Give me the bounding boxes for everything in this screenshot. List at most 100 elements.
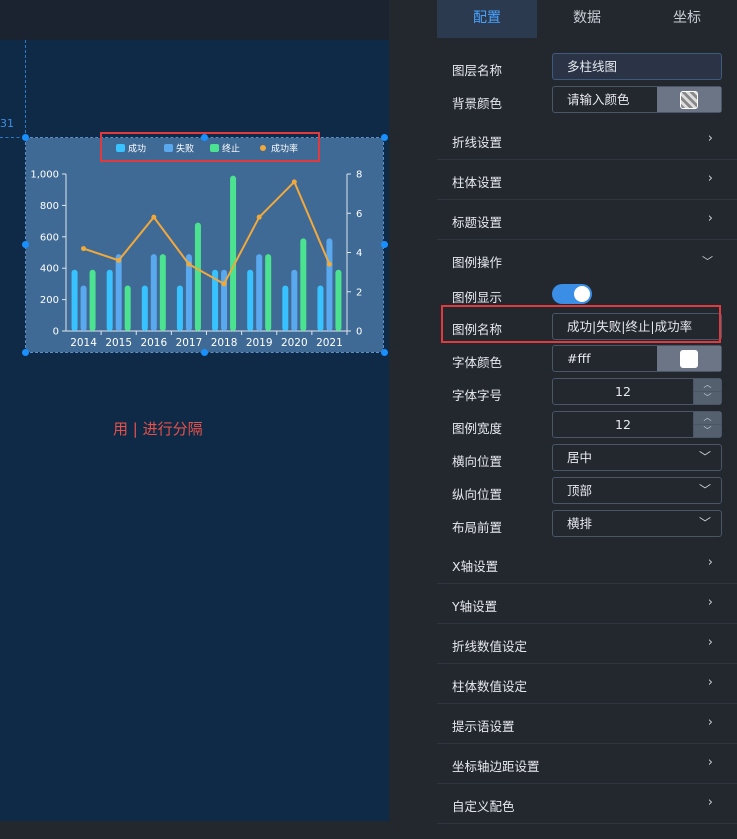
x-tick-label: 2018 bbox=[211, 337, 238, 349]
section-bar-settings[interactable]: 柱体设置 › bbox=[437, 160, 737, 200]
section-title-settings[interactable]: 标题设置 › bbox=[437, 200, 737, 240]
font-size-value: 12 bbox=[615, 384, 631, 399]
legend-name-label: 图例名称 bbox=[452, 322, 503, 337]
x-tick-label: 2021 bbox=[316, 337, 343, 349]
bar-失败-2020 bbox=[291, 269, 298, 331]
bar-成功-2016 bbox=[141, 285, 148, 331]
chevron-right-icon: › bbox=[707, 595, 713, 610]
y-right-tick-label: 0 bbox=[356, 327, 362, 338]
section-tooltip[interactable]: 提示语设置 › bbox=[437, 704, 737, 744]
resize-handle-bottom-right[interactable] bbox=[381, 349, 388, 356]
legend-name-input[interactable]: 成功|失败|终止|成功率 bbox=[552, 313, 722, 340]
section-custom-colors[interactable]: 自定义配色 › bbox=[437, 784, 737, 824]
layout-label: 布局前置 bbox=[452, 520, 503, 535]
bar-失败-2021 bbox=[326, 238, 333, 331]
section-line-settings[interactable]: 折线设置 › bbox=[437, 120, 737, 160]
section-y-axis[interactable]: Y轴设置 › bbox=[437, 584, 737, 624]
h-position-select[interactable]: 居中 ﹀ bbox=[552, 444, 722, 471]
layer-name-label: 图层名称 bbox=[452, 63, 503, 78]
font-size-input[interactable]: 12 ︿ ﹀ bbox=[552, 378, 722, 405]
resize-handle-right[interactable] bbox=[381, 241, 388, 248]
bar-终止-2015 bbox=[124, 285, 131, 331]
bar-失败-2017 bbox=[185, 254, 192, 331]
section-axis-margin[interactable]: 坐标轴边距设置 › bbox=[437, 744, 737, 784]
legend-marker-成功率 bbox=[260, 145, 266, 151]
layout-select[interactable]: 横排 ﹀ bbox=[552, 510, 722, 537]
legend-show-toggle[interactable] bbox=[552, 284, 592, 304]
resize-handle-top-left[interactable] bbox=[22, 134, 29, 141]
point-成功率-2018 bbox=[221, 281, 227, 287]
y-left-tick-label: 200 bbox=[40, 295, 59, 306]
bar-终止-2016 bbox=[159, 254, 166, 331]
toggle-knob bbox=[574, 286, 590, 302]
bar-成功-2014 bbox=[71, 269, 78, 331]
legend-width-input[interactable]: 12 ︿ ﹀ bbox=[552, 411, 722, 438]
stepper-up-icon[interactable]: ︿ bbox=[694, 412, 721, 425]
bar-终止-2019 bbox=[265, 254, 272, 331]
tab-config[interactable]: 配置 bbox=[437, 0, 537, 38]
font-color-picker[interactable] bbox=[657, 346, 721, 371]
point-成功率-2019 bbox=[256, 214, 262, 220]
resize-handle-bottom[interactable] bbox=[201, 349, 208, 356]
bar-终止-2021 bbox=[335, 269, 342, 331]
resize-handle-top-right[interactable] bbox=[381, 134, 388, 141]
point-成功率-2020 bbox=[291, 179, 297, 185]
section-label: 标题设置 bbox=[452, 215, 503, 230]
y-right-tick-label: 2 bbox=[356, 287, 362, 298]
legend-width-value: 12 bbox=[615, 417, 631, 432]
font-color-label: 字体颜色 bbox=[452, 355, 503, 370]
h-position-value: 居中 bbox=[567, 450, 593, 465]
x-tick-label: 2014 bbox=[70, 337, 97, 349]
section-legend-ops[interactable]: 图例操作 ﹀ bbox=[437, 240, 737, 280]
x-tick-label: 2019 bbox=[246, 337, 273, 349]
legend-width-stepper[interactable]: ︿ ﹀ bbox=[693, 412, 721, 437]
h-position-label: 横向位置 bbox=[452, 454, 503, 469]
stepper-down-icon[interactable]: ﹀ bbox=[703, 393, 712, 402]
chevron-down-icon: ﹀ bbox=[702, 255, 713, 268]
guide-line-horizontal bbox=[0, 137, 25, 138]
font-color-value: #fff bbox=[567, 351, 591, 366]
v-position-value: 顶部 bbox=[567, 483, 593, 498]
y-left-tick-label: 1,000 bbox=[30, 170, 59, 181]
white-swatch-icon bbox=[680, 349, 698, 368]
v-position-select[interactable]: 顶部 ﹀ bbox=[552, 477, 722, 504]
bar-成功-2021 bbox=[317, 285, 324, 331]
point-成功率-2014 bbox=[81, 246, 87, 252]
bar-终止-2017 bbox=[194, 222, 201, 331]
resize-handle-bottom-left[interactable] bbox=[22, 349, 29, 356]
section-label: 柱体设置 bbox=[452, 175, 503, 190]
legend-marker-终止 bbox=[210, 144, 219, 152]
chevron-right-icon: › bbox=[707, 635, 713, 650]
chevron-right-icon: › bbox=[707, 755, 713, 770]
bar-成功-2019 bbox=[247, 269, 254, 331]
legend-marker-成功 bbox=[116, 144, 125, 152]
layout-value: 横排 bbox=[567, 516, 593, 531]
bar-终止-2020 bbox=[300, 238, 307, 331]
point-成功率-2016 bbox=[151, 214, 157, 220]
layer-name-input[interactable]: 多柱线图 bbox=[552, 53, 722, 80]
bg-color-label: 背景颜色 bbox=[452, 96, 503, 111]
tab-data[interactable]: 数据 bbox=[537, 0, 637, 38]
design-canvas[interactable]: 31 0 200 400 600 800 1,000 0 2 4 6 8 2014 2015 2016 20… bbox=[0, 40, 389, 821]
guide-line-vertical bbox=[25, 40, 26, 138]
resize-handle-left[interactable] bbox=[22, 241, 29, 248]
section-bar-values[interactable]: 柱体数值设定 › bbox=[437, 664, 737, 704]
x-tick-label: 2016 bbox=[140, 337, 167, 349]
resize-handle-top[interactable] bbox=[201, 134, 208, 141]
section-label: 提示语设置 bbox=[452, 719, 515, 734]
legend-label-成功率: 成功率 bbox=[271, 143, 298, 155]
font-size-stepper[interactable]: ︿ ﹀ bbox=[693, 379, 721, 404]
y-right-tick-label: 6 bbox=[356, 209, 362, 220]
chart-component[interactable]: 0 200 400 600 800 1,000 0 2 4 6 8 2014 2015 2016 2017 2… bbox=[25, 137, 384, 353]
chevron-right-icon: › bbox=[707, 795, 713, 810]
legend-marker-失败 bbox=[164, 144, 173, 152]
stepper-up-icon[interactable]: ︿ bbox=[694, 379, 721, 392]
bg-color-input[interactable]: 请输入颜色 bbox=[552, 86, 722, 113]
bg-color-picker[interactable] bbox=[657, 87, 721, 112]
point-成功率-2015 bbox=[116, 257, 122, 263]
font-color-input[interactable]: #fff bbox=[552, 345, 722, 372]
tab-coordinates[interactable]: 坐标 bbox=[637, 0, 737, 38]
stepper-down-icon[interactable]: ﹀ bbox=[703, 426, 712, 435]
section-x-axis[interactable]: X轴设置 › bbox=[437, 544, 737, 584]
section-line-values[interactable]: 折线数值设定 › bbox=[437, 624, 737, 664]
